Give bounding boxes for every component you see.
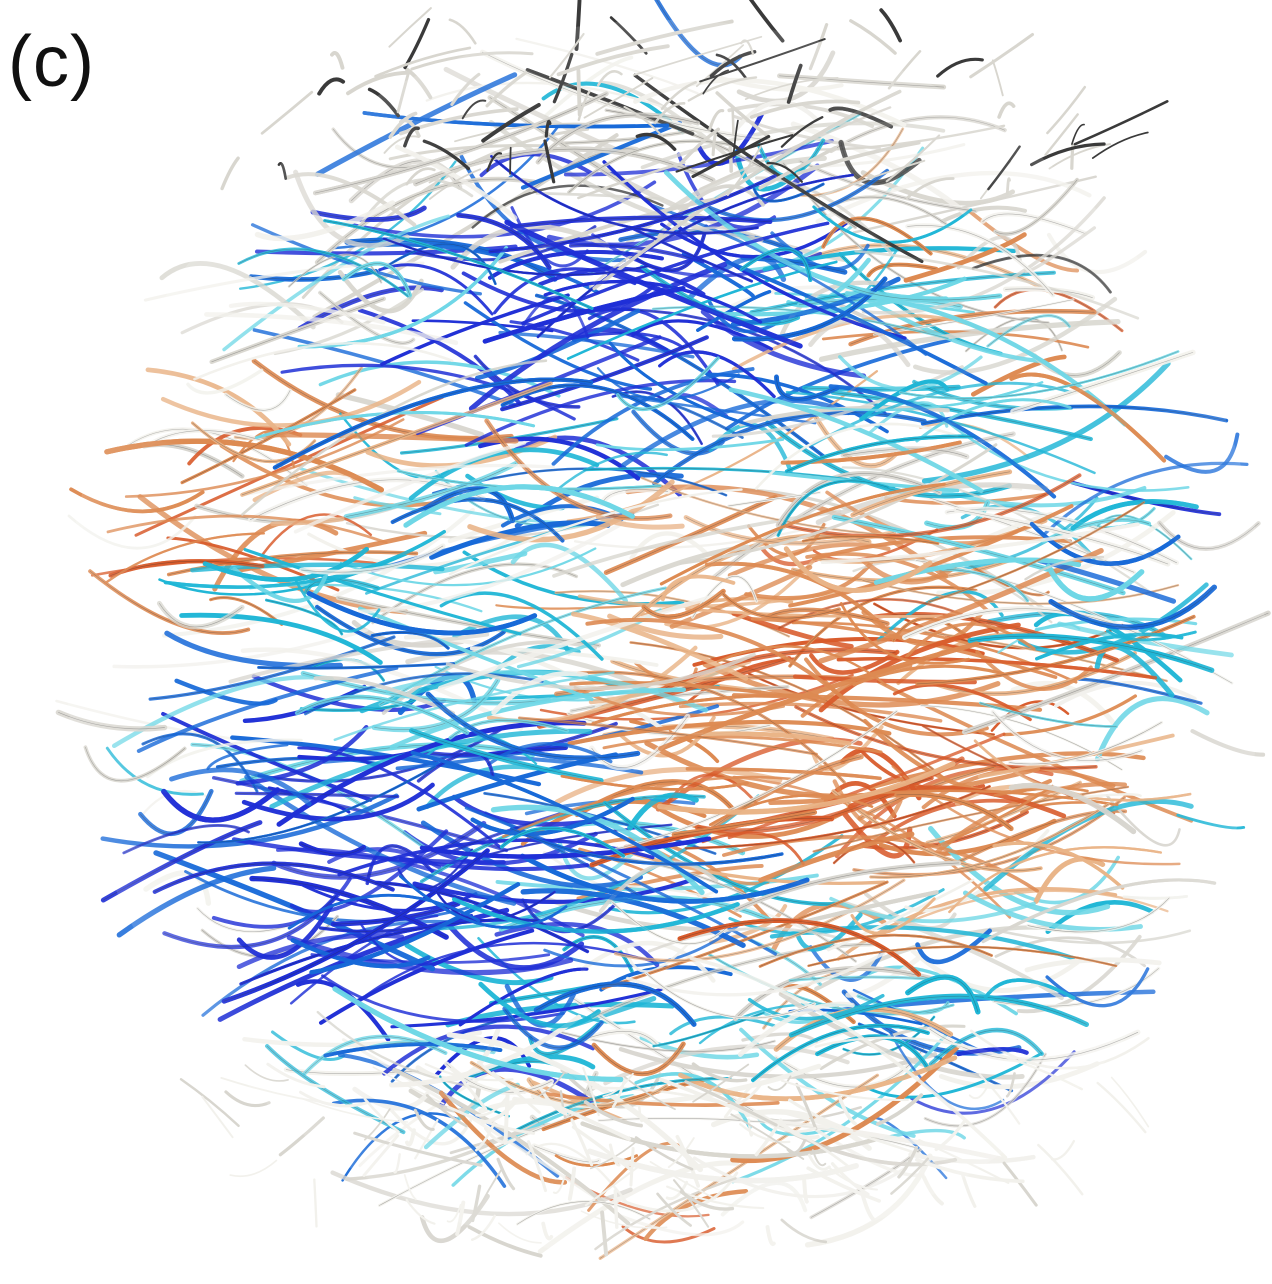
fringe-streamline: [1096, 1081, 1147, 1134]
fringe-streamline: [1091, 131, 1149, 159]
fringe-streamline: [317, 77, 346, 96]
fringe-streamline: [960, 1172, 977, 1208]
fringe-streamline: [346, 70, 411, 96]
fringe-streamline: [374, 46, 472, 78]
fringe-streamline: [849, 19, 897, 55]
fringe-streamline: [220, 156, 240, 191]
fringe-streamline: [1050, 1139, 1076, 1161]
fringe-streamline: [879, 8, 902, 43]
fringe-streamline: [330, 51, 345, 70]
fringe-streamline: [997, 101, 1016, 119]
fringe-streamline: [1071, 123, 1085, 145]
fringe-streamline: [388, 7, 432, 48]
fringe-streamline: [936, 57, 984, 78]
fringe-streamline: [1070, 143, 1075, 170]
fringe-streamline: [313, 1178, 318, 1228]
streamline-bundle: [55, 0, 1271, 1260]
fringe-streamline: [1044, 113, 1079, 156]
fringe-streamline: [969, 32, 1035, 79]
fringe-streamline: [1046, 85, 1087, 135]
fringe-streamline: [1110, 1076, 1150, 1128]
fringe-streamline: [1002, 1161, 1038, 1207]
fringe-streamline: [448, 18, 477, 45]
fringe-streamline: [179, 1078, 240, 1128]
panel-label: (c): [8, 22, 95, 102]
fringe-streamline: [201, 1095, 234, 1139]
fringe-streamline: [229, 1159, 278, 1178]
fringe-streamline: [991, 59, 1004, 97]
fringe-streamline: [1037, 1143, 1084, 1196]
fringe-streamline: [1073, 100, 1169, 146]
fringe-streamline: [405, 1198, 436, 1225]
fringe-streamline: [467, 1225, 543, 1258]
fringe-streamline: [260, 90, 314, 135]
sphere-shading: [65, 20, 1265, 1260]
fringe-streamline: [224, 1090, 271, 1108]
